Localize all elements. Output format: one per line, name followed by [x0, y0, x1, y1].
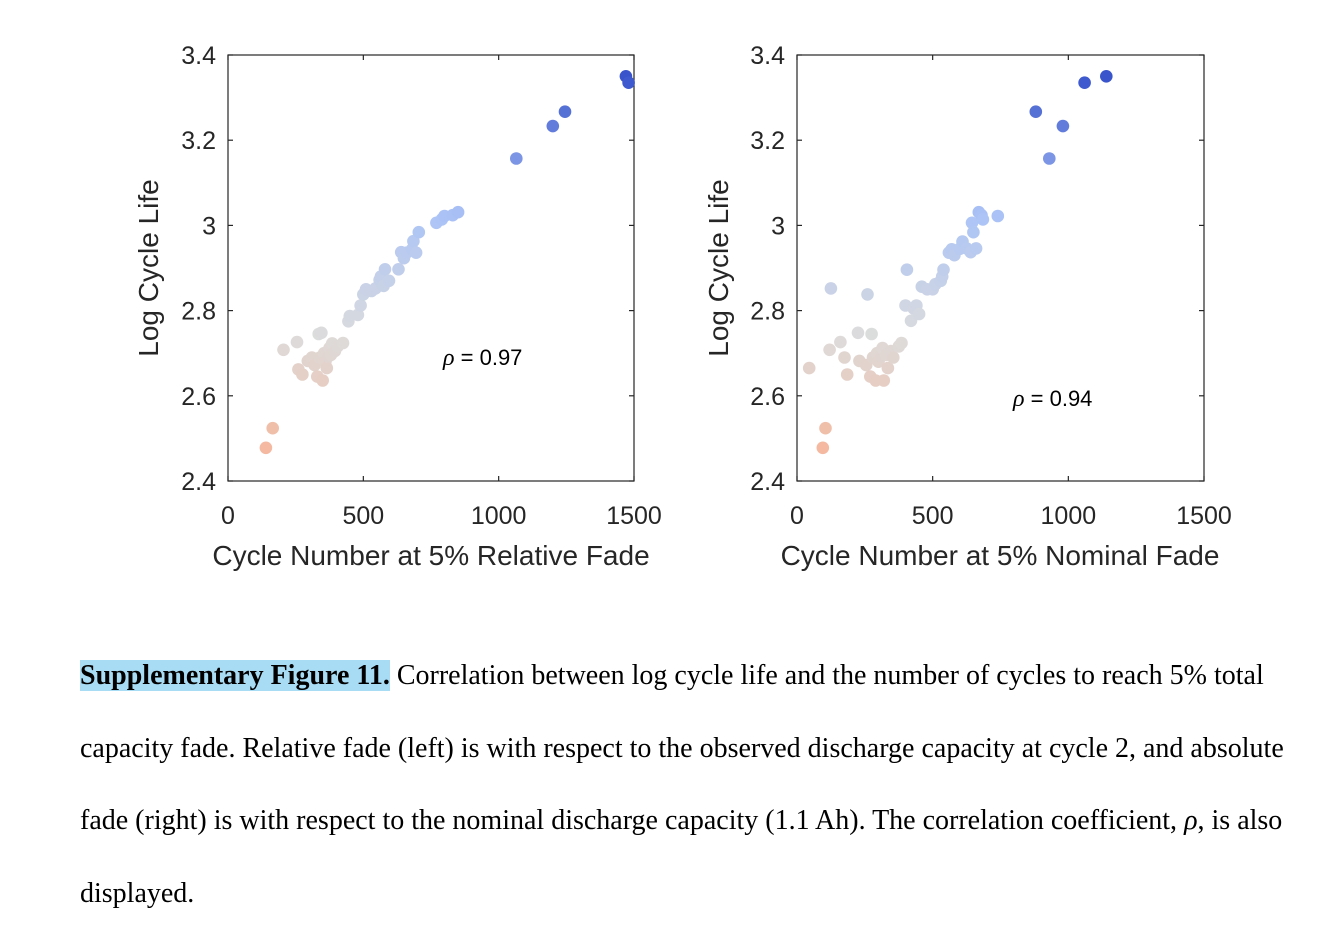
- plot-area: [796, 54, 1205, 482]
- y-tick-label: 2.4: [750, 468, 785, 496]
- scatter-point: [937, 263, 950, 277]
- plot-area: [227, 54, 635, 482]
- scatter-point: [277, 343, 290, 357]
- scatter-figure: 0 500 1000 1500 2.4 2.6 2.8 3 3.2 3.4 Cycle Number…: [133, 42, 1232, 571]
- caption-text-end: , is also displayed.: [80, 805, 1283, 909]
- caption-label: Supplementary Figure 11.: [80, 660, 390, 691]
- scatter-point: [881, 361, 895, 375]
- correlation-value: = 0.94: [1025, 386, 1093, 411]
- scatter-point: [900, 263, 914, 277]
- y-tick-label: 2.8: [750, 298, 785, 326]
- scatter-point: [316, 374, 330, 387]
- scatter-point: [823, 343, 836, 357]
- x-tick-label: 0: [221, 502, 235, 530]
- scatter-point: [802, 361, 816, 375]
- scatter-point: [546, 119, 560, 133]
- y-tick-label: 2.6: [750, 383, 785, 411]
- scatter-point: [976, 213, 990, 226]
- x-tick-label: 1500: [1176, 502, 1232, 530]
- scatter-point: [861, 288, 874, 301]
- scatter-point: [838, 351, 851, 364]
- scatter-point: [1043, 152, 1056, 165]
- scatter-point: [965, 216, 979, 230]
- scatter-point: [834, 335, 847, 349]
- scatter-point: [451, 205, 465, 219]
- right-scatter-panel: 0 500 1000 1500 2.4 2.6 2.8 3 3.2 3.4 Cycle Number…: [703, 42, 1232, 571]
- correlation-annotation: ρ = 0.94: [1012, 386, 1092, 412]
- scatter-point: [378, 263, 392, 276]
- caption-rho-symbol: ρ: [1184, 805, 1198, 836]
- y-tick-label: 3.2: [750, 127, 785, 155]
- scatter-point: [296, 368, 309, 381]
- scatter-point: [1029, 105, 1043, 118]
- scatter-point: [510, 152, 523, 165]
- correlation-value: = 0.97: [455, 345, 523, 370]
- scatter-point: [840, 368, 854, 381]
- scatter-point: [622, 76, 635, 89]
- rho-symbol: ρ: [1012, 386, 1025, 412]
- y-axis-label: Log Cycle Life: [133, 179, 164, 356]
- scatter-point: [412, 225, 426, 239]
- y-tick-label: 3: [771, 212, 785, 240]
- scatter-point: [912, 307, 926, 321]
- x-tick-label: 0: [790, 502, 804, 530]
- x-tick-label: 500: [342, 502, 384, 530]
- correlation-annotation: ρ = 0.97: [442, 345, 522, 371]
- scatter-point: [392, 263, 405, 276]
- scatter-point: [409, 246, 423, 259]
- x-tick-label: 500: [912, 502, 954, 530]
- y-tick-label: 3.2: [181, 127, 216, 155]
- y-tick-label: 3.4: [750, 42, 785, 70]
- x-axis-label: Cycle Number at 5% Relative Fade: [212, 540, 649, 571]
- scatter-point: [819, 421, 832, 435]
- scatter-point: [320, 361, 334, 375]
- figure-caption: Supplementary Figure 11. Correlation bet…: [80, 640, 1305, 930]
- scatter-point: [991, 209, 1005, 223]
- caption-text: Correlation between log cycle life and t…: [80, 660, 1284, 836]
- scatter-point: [887, 351, 900, 364]
- scatter-point: [1100, 70, 1113, 83]
- scatter-point: [865, 327, 878, 341]
- y-tick-label: 3: [202, 212, 216, 240]
- y-tick-label: 2.6: [181, 383, 216, 411]
- rho-symbol: ρ: [442, 345, 455, 371]
- x-tick-label: 1000: [471, 502, 527, 530]
- y-tick-label: 2.4: [181, 468, 216, 496]
- scatter-point: [382, 274, 396, 288]
- scatter-point: [259, 441, 273, 455]
- scatter-point: [877, 374, 891, 387]
- scatter-point: [816, 441, 830, 455]
- scatter-point: [354, 299, 367, 312]
- x-axis-label: Cycle Number at 5% Nominal Fade: [781, 540, 1220, 571]
- left-scatter-panel: 0 500 1000 1500 2.4 2.6 2.8 3 3.2 3.4 Cycle Number…: [133, 42, 662, 571]
- y-tick-label: 3.4: [181, 42, 216, 70]
- scatter-point: [336, 336, 350, 350]
- scatter-point: [1056, 119, 1070, 133]
- scatter-point: [969, 242, 983, 255]
- scatter-point: [824, 282, 838, 295]
- scatter-point: [1078, 76, 1091, 89]
- scatter-point: [895, 336, 908, 350]
- figure: 0 500 1000 1500 2.4 2.6 2.8 3 3.2 3.4 Cycle Number…: [133, 42, 1232, 571]
- scatter-point: [266, 421, 280, 435]
- scatter-point: [558, 105, 572, 118]
- scatter-point: [315, 326, 328, 340]
- scatter-point: [290, 335, 304, 349]
- scatter-point: [851, 326, 865, 340]
- x-tick-label: 1500: [606, 502, 662, 530]
- y-tick-label: 2.8: [181, 298, 216, 326]
- scatter-point: [967, 225, 980, 239]
- x-tick-label: 1000: [1041, 502, 1097, 530]
- y-axis-label: Log Cycle Life: [703, 179, 734, 356]
